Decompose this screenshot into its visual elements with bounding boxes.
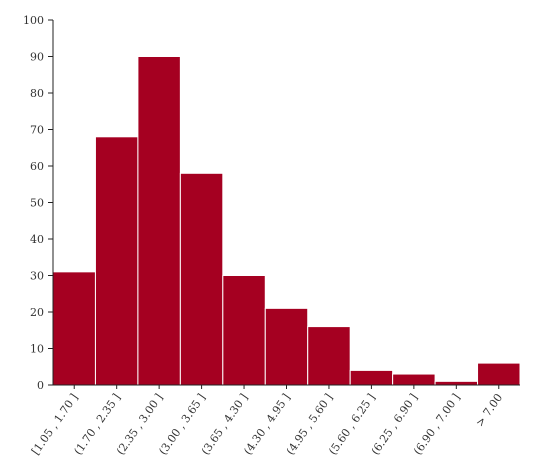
bar <box>477 362 521 386</box>
bar <box>94 136 139 386</box>
bar <box>52 271 96 386</box>
bar <box>222 275 266 386</box>
x-axis-labels: [1.05 , 1.70 ](1.70 , 2.35 ](2.35 , 3.00… <box>29 385 505 457</box>
y-tick-label: 40 <box>30 233 44 246</box>
bars-group <box>52 56 521 386</box>
bar <box>349 369 394 386</box>
y-axis-ticks: 0 10 20 30 40 50 60 70 80 90 100 <box>23 14 53 392</box>
y-tick-label: 90 <box>30 51 44 64</box>
x-category-label: (6.90 , 7.00 ] <box>411 391 463 457</box>
x-category-label: > 7.00 <box>473 391 505 429</box>
y-tick-label: 80 <box>30 87 44 100</box>
y-tick-label: 10 <box>30 343 44 356</box>
y-tick-label: 20 <box>30 306 44 319</box>
y-tick-label: 70 <box>30 124 44 137</box>
y-tick-label: 0 <box>37 379 44 392</box>
y-tick-label: 60 <box>30 160 44 173</box>
bar <box>137 56 181 386</box>
bar <box>264 307 309 386</box>
bar <box>307 326 351 386</box>
y-tick-label: 50 <box>30 197 44 210</box>
y-tick-label: 30 <box>30 270 44 283</box>
bar <box>179 172 224 386</box>
y-tick-label: 100 <box>23 14 44 27</box>
bar <box>392 373 436 386</box>
bar <box>434 380 479 386</box>
